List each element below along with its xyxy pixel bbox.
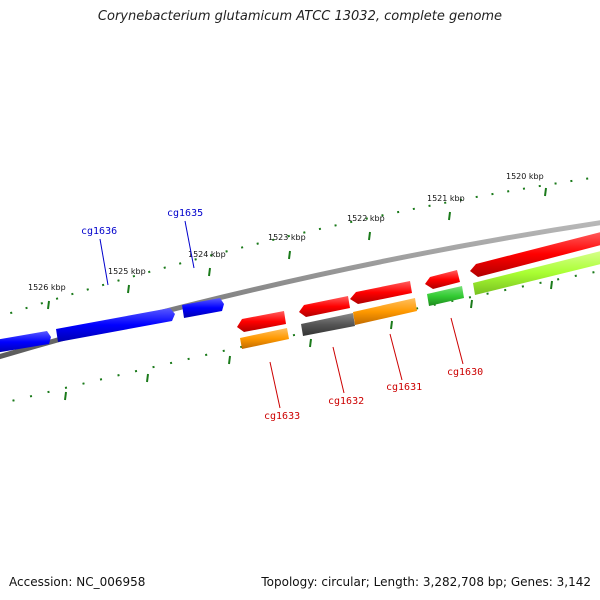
- inner-ruler: [0, 269, 600, 405]
- ruler-major-tick: [368, 231, 371, 241]
- page-title: Corynebacterium glutamicum ATCC 13032, c…: [97, 9, 503, 24]
- gene-label-cg1635[interactable]: cg1635: [167, 208, 203, 219]
- accession-text: Accession: NC_006958: [9, 575, 146, 589]
- ruler-minor-ticks-inner: [0, 269, 600, 405]
- gene-label-cg1631[interactable]: cg1631: [386, 382, 422, 393]
- reverse-strand-features: [240, 250, 600, 349]
- gene-arrow-right-edge[interactable]: [470, 231, 600, 277]
- kbp-label: 1526 kbp: [28, 283, 66, 292]
- gene-label-cg1632[interactable]: cg1632: [328, 396, 364, 407]
- genome-backbone: [0, 220, 600, 360]
- leader-line-cg1632: [332, 346, 345, 394]
- outer-ruler: [0, 175, 600, 318]
- leader-lines: [99, 220, 464, 409]
- reverse-strand-genes: [237, 231, 600, 332]
- gene-arrow-cg1633[interactable]: [237, 311, 286, 332]
- genome-summary-text: Topology: circular; Length: 3,282,708 bp…: [261, 575, 591, 589]
- gene-arrow-cg1635[interactable]: [182, 298, 224, 318]
- kbp-label: 1523 kbp: [268, 233, 306, 242]
- ruler-major-tick-inner: [228, 355, 231, 365]
- leader-line-cg1630: [450, 317, 464, 365]
- feature-cg1633[interactable]: [240, 328, 289, 349]
- ruler-major-tick-inner: [309, 338, 312, 348]
- leader-line-cg1631: [389, 333, 403, 381]
- feature-right-edge[interactable]: [473, 250, 600, 295]
- ruler-major-tick-inner: [146, 373, 149, 383]
- forward-strand-genes: [0, 298, 224, 353]
- feature-cg1630[interactable]: [427, 286, 464, 306]
- ruler-major-tick: [47, 300, 50, 310]
- kbp-label: 1521 kbp: [427, 194, 465, 203]
- gene-arrow-cg1630[interactable]: [425, 270, 460, 289]
- leader-line-cg1635: [184, 220, 195, 269]
- feature-cg1632[interactable]: [301, 313, 355, 336]
- ruler-major-tick-inner: [390, 320, 393, 330]
- gene-arrow-cg1632[interactable]: [299, 296, 350, 317]
- ruler-major-tick: [544, 187, 547, 197]
- leader-line-cg1636: [99, 238, 109, 286]
- ruler-major-tick-inner: [470, 299, 473, 309]
- ruler-major-tick: [208, 267, 211, 277]
- gene-label-cg1633[interactable]: cg1633: [264, 411, 300, 422]
- gene-labels: cg1636 cg1635 cg1633 cg1632 cg1631 cg163…: [81, 208, 483, 422]
- gene-label-cg1630[interactable]: cg1630: [447, 367, 483, 378]
- gene-arrow-cg1631[interactable]: [350, 281, 412, 304]
- kbp-label: 1525 kbp: [108, 267, 146, 276]
- kbp-labels: 1520 kbp 1521 kbp 1522 kbp 1523 kbp 1524…: [28, 172, 544, 292]
- kbp-label: 1524 kbp: [188, 250, 226, 259]
- ruler-major-tick-inner: [550, 280, 553, 290]
- ruler-minor-ticks: [0, 175, 600, 318]
- kbp-label: 1520 kbp: [506, 172, 544, 181]
- ruler-major-tick: [127, 284, 130, 294]
- kbp-label: 1522 kbp: [347, 214, 385, 223]
- feature-cg1631[interactable]: [353, 298, 417, 325]
- ruler-major-tick-inner: [64, 391, 67, 401]
- ruler-major-tick: [288, 250, 291, 260]
- gene-arrow-cg1636[interactable]: [56, 308, 175, 342]
- leader-line-cg1633: [269, 361, 281, 409]
- gene-label-cg1636[interactable]: cg1636: [81, 226, 117, 237]
- gene-arrow-left-edge[interactable]: [0, 331, 51, 353]
- ruler-major-tick: [448, 211, 451, 221]
